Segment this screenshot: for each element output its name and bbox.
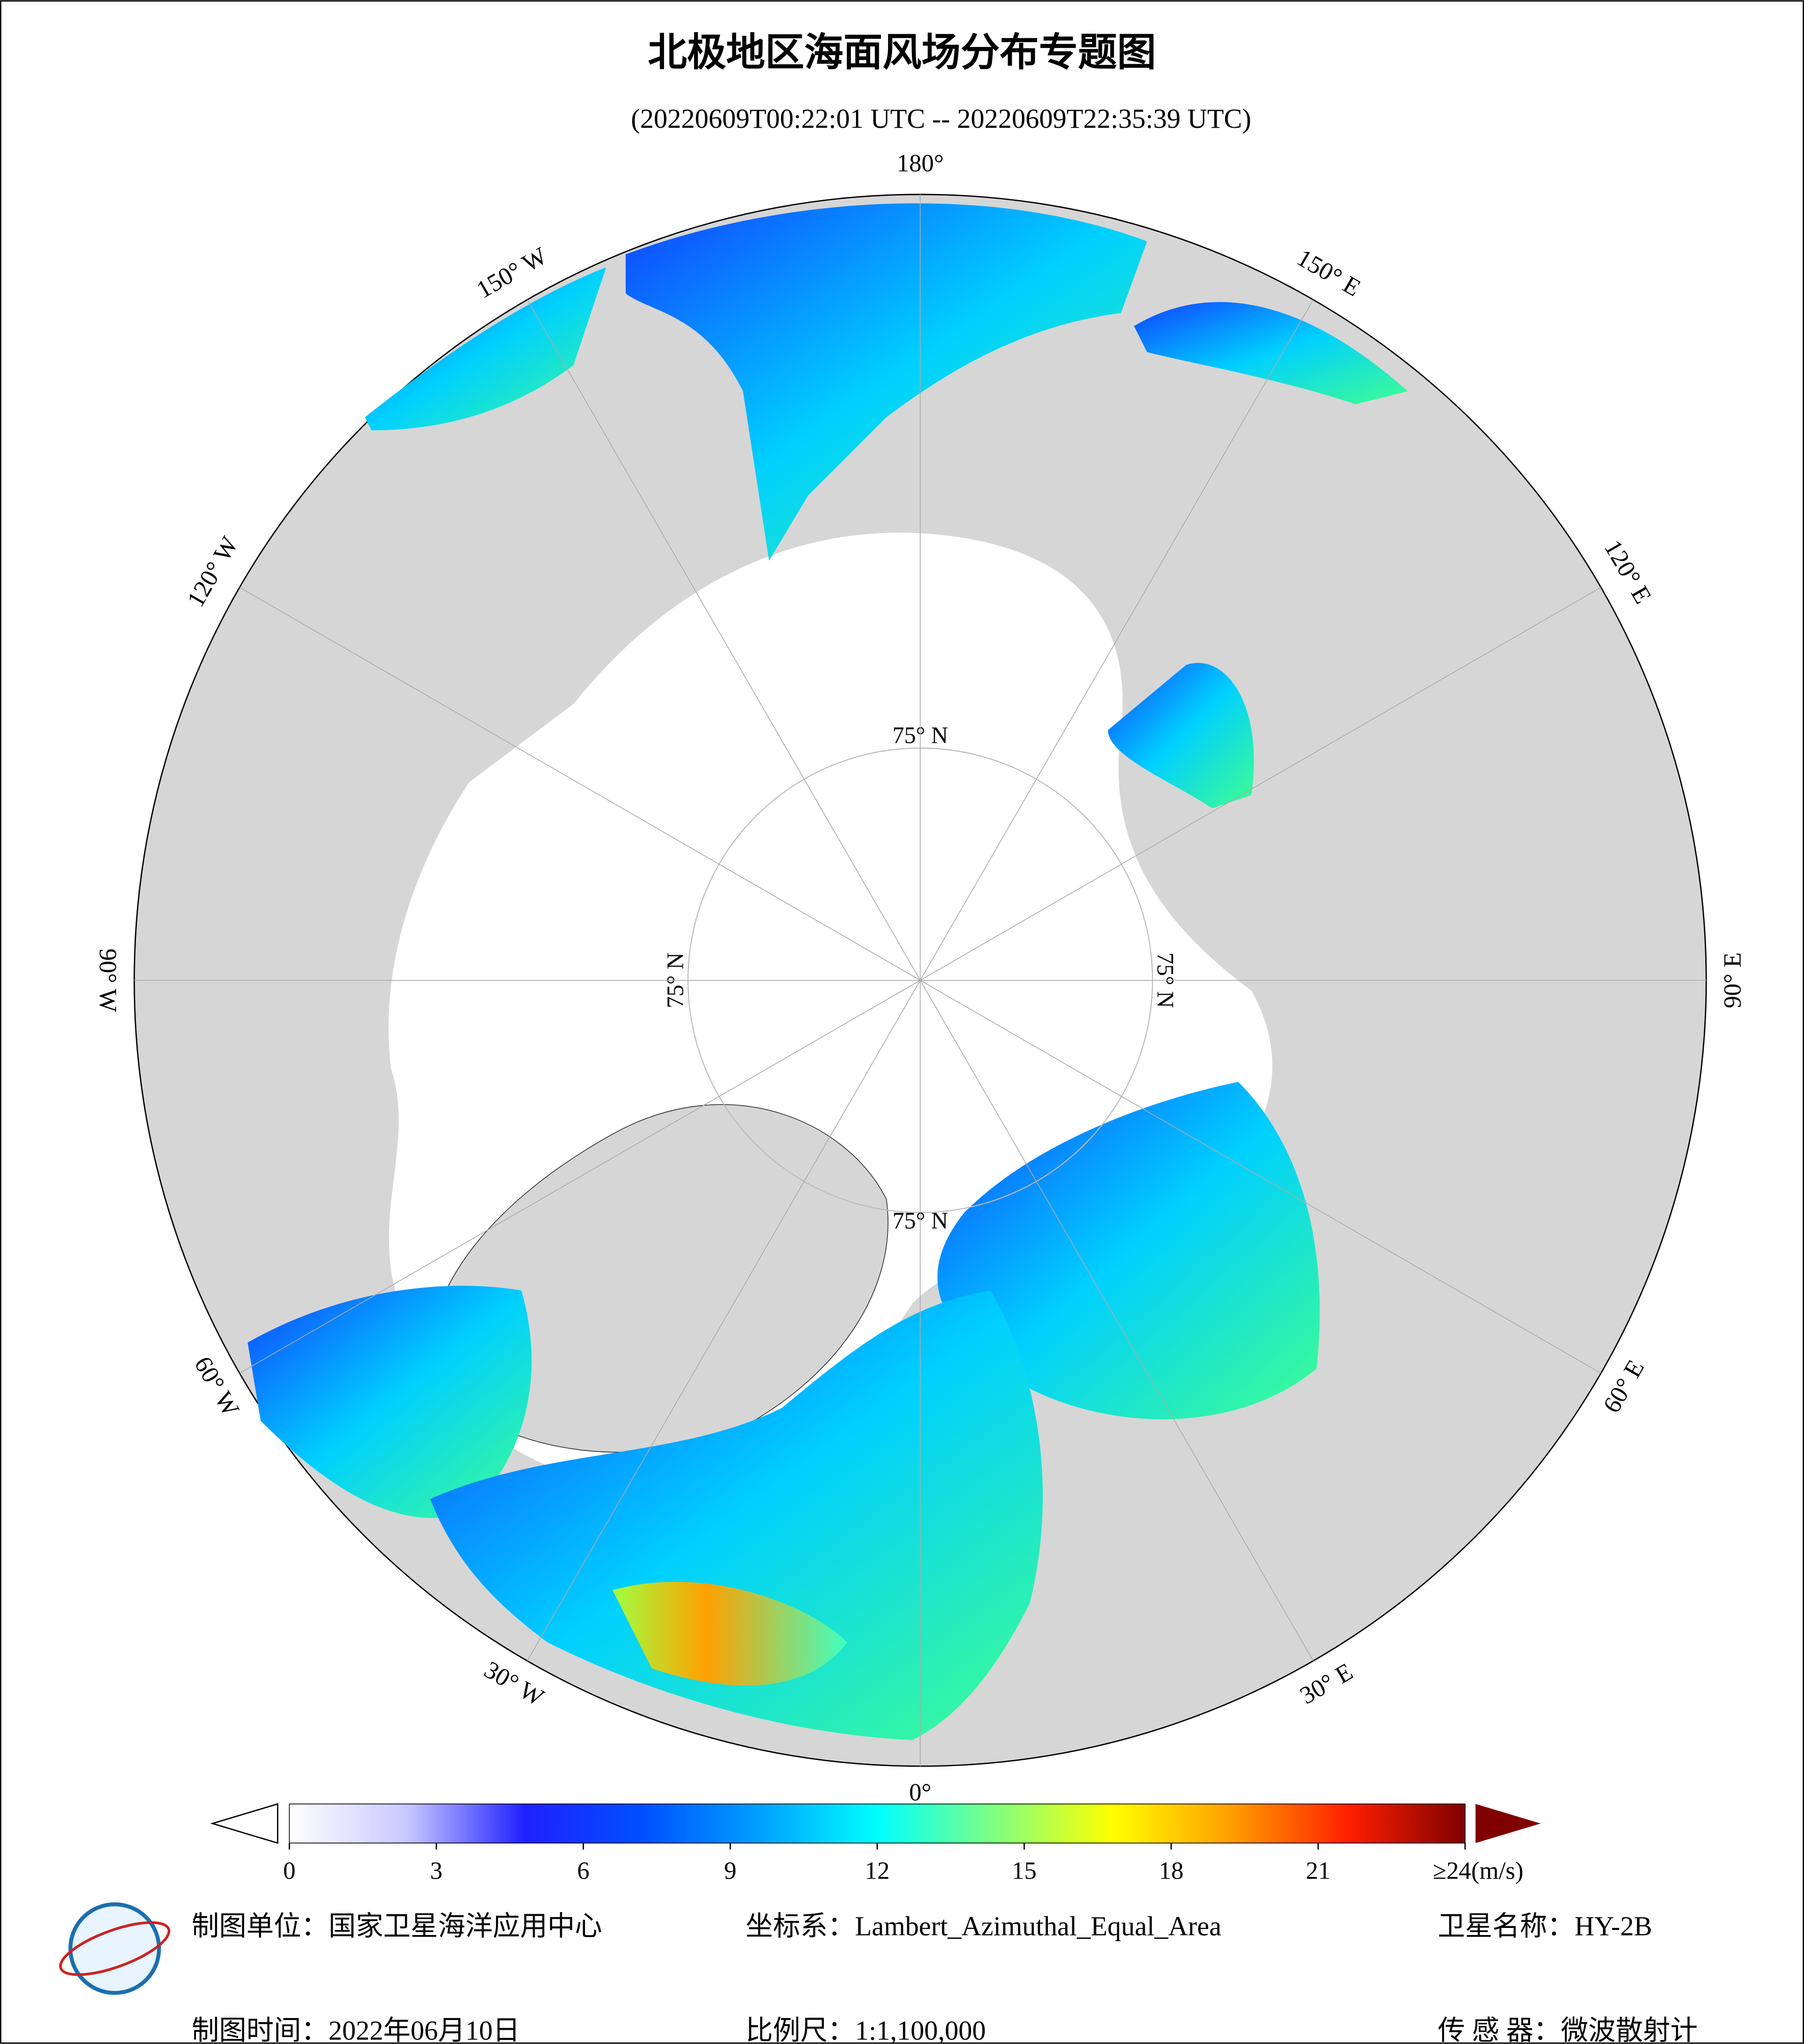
- longitude-label: 90° E: [1718, 953, 1746, 1009]
- footer-crs: 坐标系：Lambert_Azimuthal_Equal_Area: [745, 1911, 1222, 1942]
- wind-bering: [625, 203, 1147, 561]
- footer-unit: 制图单位：国家卫星海洋应用中心: [191, 1911, 602, 1942]
- meridian: [526, 980, 921, 1661]
- meridian: [920, 299, 1314, 981]
- wind-barents: [937, 1082, 1320, 1419]
- colorbar-tick-label: 18: [1159, 1857, 1184, 1884]
- colorbar-tick-label: 6: [577, 1857, 589, 1884]
- meridian: [239, 979, 921, 1374]
- colorbar-tick-label: 12: [865, 1857, 890, 1884]
- wind-laptev: [1107, 663, 1254, 808]
- colorbar-over: [1475, 1804, 1541, 1843]
- meridian: [526, 299, 921, 981]
- logo: [68, 1902, 161, 1995]
- wind-north-atlantic: [430, 1290, 1043, 1741]
- colorbar-tick-label: ≥24(m/s): [1433, 1857, 1523, 1884]
- meridian: [920, 587, 1601, 981]
- meridian: [239, 587, 921, 981]
- wind-gulf-alaska: [365, 267, 606, 431]
- colorbar: 0 3 6 9 12 15 18 21 ≥24(m/s): [210, 1803, 1541, 1884]
- logo-orbit: [59, 1921, 171, 1976]
- colorbar-under: [210, 1803, 279, 1844]
- longitude-label: 0°: [909, 1779, 931, 1806]
- meridian: [920, 980, 1314, 1661]
- title: 北极地区海面风场分布专题图: [648, 30, 1156, 75]
- colorbar-tick-label: 0: [283, 1857, 295, 1884]
- colorbar-ramp: [289, 1803, 1466, 1844]
- wind-high-speed: [613, 1582, 847, 1686]
- footer-scale: 比例尺：1:1,100,000: [745, 2015, 986, 2044]
- longitude-label: 90° W: [94, 948, 122, 1012]
- footer-date: 制图时间：2022年06月10日: [191, 2015, 520, 2044]
- footer-satellite: 卫星名称：HY-2B: [1438, 1911, 1652, 1942]
- footer-sensor: 传 感 器：微波散射计: [1438, 2015, 1698, 2044]
- meridian: [920, 979, 1601, 1374]
- colorbar-tick-label: 15: [1012, 1857, 1037, 1884]
- colorbar-tick-label: 9: [724, 1857, 736, 1884]
- colorbar-tick-label: 3: [430, 1857, 442, 1884]
- wind-labrador: [247, 1285, 532, 1518]
- longitude-label: 180°: [897, 150, 943, 177]
- footer: 制图单位：国家卫星海洋应用中心 坐标系：Lambert_Azimuthal_Eq…: [59, 1902, 1698, 2044]
- subtitle: (20220609T00:22:01 UTC -- 20220609T22:35…: [631, 103, 1251, 134]
- colorbar-tick-label: 21: [1306, 1857, 1330, 1884]
- wind-okhotsk: [1134, 302, 1408, 405]
